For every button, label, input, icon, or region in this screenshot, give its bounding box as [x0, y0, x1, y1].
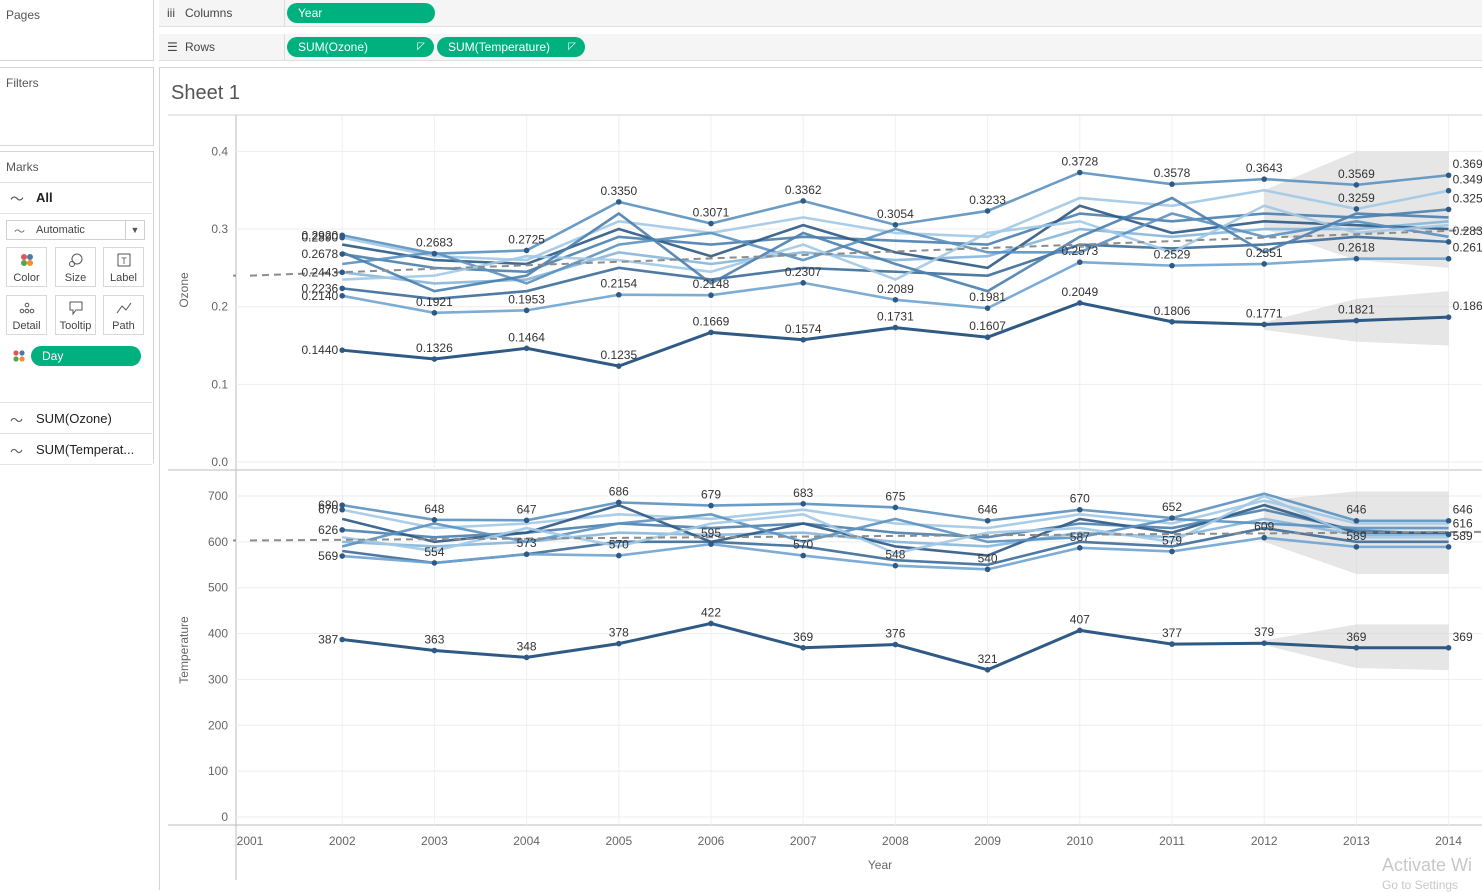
marks-all-label: All	[36, 190, 53, 205]
mark-type-dropdown[interactable]: 〜 Automatic ▼	[6, 220, 145, 240]
columns-shelf[interactable]: iii Columns Year	[159, 0, 1482, 27]
size-label: Size	[64, 272, 87, 284]
filters-title: Filters	[6, 76, 39, 90]
ozone-pill-label: SUM(Ozone)	[298, 40, 369, 54]
path-label: Path	[112, 320, 135, 332]
trend-icon: ◸	[568, 41, 576, 52]
line-chart-icon: 〜	[10, 444, 24, 459]
pages-title: Pages	[6, 8, 41, 22]
marks-all-row[interactable]: 〜 All	[0, 182, 152, 214]
line-mark-icon: 〜	[14, 226, 25, 238]
tooltip-label: Tooltip	[59, 320, 92, 332]
sheet-area: Sheet 1	[159, 67, 1482, 890]
line-chart-icon: 〜	[10, 413, 24, 428]
pages-card[interactable]: Pages	[0, 0, 154, 61]
rows-label-text: Rows	[185, 40, 216, 54]
year-pill-label: Year	[298, 6, 323, 20]
color-label: Color	[13, 272, 40, 284]
day-pill-label: Day	[42, 349, 64, 363]
tooltip-button[interactable]: Tooltip	[55, 295, 96, 335]
path-button[interactable]: Path	[103, 295, 144, 335]
size-icon	[56, 252, 95, 272]
label-label: Label	[110, 272, 137, 284]
year-pill[interactable]: Year	[287, 3, 435, 23]
rows-shelf[interactable]: ☰ Rows SUM(Ozone) ◸ SUM(Temperature) ◸	[159, 34, 1482, 61]
color-dots-icon	[12, 349, 26, 368]
ozone-pill[interactable]: SUM(Ozone) ◸	[287, 37, 434, 57]
svg-text:T: T	[121, 256, 127, 266]
columns-label-text: Columns	[185, 6, 233, 20]
day-pill[interactable]: Day	[31, 346, 141, 366]
filters-card[interactable]: Filters	[0, 67, 154, 146]
watermark-line1: Activate Wi	[1382, 855, 1473, 875]
columns-icon: iii	[167, 6, 175, 20]
measure-ozone-row[interactable]: 〜 SUM(Ozone)	[0, 402, 152, 433]
label-icon: T	[104, 252, 143, 272]
marks-title: Marks	[6, 160, 39, 174]
line-chart-icon: 〜	[10, 191, 24, 207]
measure-temperature-label: SUM(Temperat...	[36, 442, 135, 457]
detail-label: Detail	[12, 320, 41, 332]
rows-shelf-label: ☰ Rows	[159, 34, 285, 60]
tooltip-icon	[56, 300, 95, 320]
path-icon	[104, 300, 143, 320]
detail-icon	[7, 300, 46, 320]
marks-card: Marks 〜 All 〜 Automatic ▼ Color Size T L…	[0, 151, 154, 465]
measure-temperature-row[interactable]: 〜 SUM(Temperat...	[0, 433, 152, 465]
measure-ozone-label: SUM(Ozone)	[36, 411, 112, 426]
mark-type-value: Automatic	[36, 224, 85, 236]
left-panel: Pages Filters Marks 〜 All 〜 Automatic ▼ …	[0, 0, 154, 892]
chevron-down-icon[interactable]: ▼	[125, 221, 144, 239]
color-icon	[7, 252, 46, 272]
trend-icon: ◸	[417, 41, 425, 52]
label-button[interactable]: T Label	[103, 247, 144, 287]
rows-icon: ☰	[167, 40, 178, 54]
temperature-pill[interactable]: SUM(Temperature) ◸	[437, 37, 585, 57]
size-button[interactable]: Size	[55, 247, 96, 287]
columns-shelf-label: iii Columns	[159, 0, 285, 26]
sheet-title: Sheet 1	[171, 82, 240, 104]
color-button[interactable]: Color	[6, 247, 47, 287]
detail-button[interactable]: Detail	[6, 295, 47, 335]
temperature-pill-label: SUM(Temperature)	[448, 40, 551, 54]
watermark-line2: Go to Settings	[1382, 878, 1459, 892]
